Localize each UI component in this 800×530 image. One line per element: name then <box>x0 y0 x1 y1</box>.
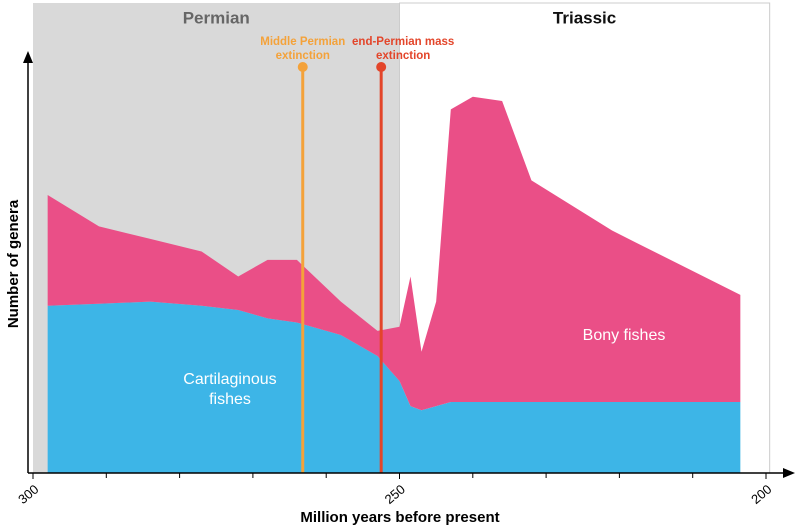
x-tick-label: 200 <box>748 481 774 506</box>
area <box>47 301 741 473</box>
x-tick-label: 300 <box>15 481 41 506</box>
event-label: Middle Permian extinction <box>260 36 346 62</box>
x-axis-arrow <box>783 468 795 478</box>
event-dot <box>376 62 387 72</box>
y-axis-label: Number of genera <box>5 199 22 328</box>
x-axis-label: Million years before present <box>300 509 499 526</box>
series-label: Bony fishes <box>582 327 666 344</box>
y-axis-arrow <box>23 51 33 63</box>
x-tick-label: 250 <box>382 481 408 506</box>
area <box>47 96 741 411</box>
period-label: Permian <box>183 8 250 27</box>
event-dot <box>297 62 308 72</box>
series-label: Cartilaginous fishes <box>183 371 277 408</box>
event-label: end-Permian mass extinction <box>352 36 455 62</box>
period-label: Triassic <box>553 8 616 27</box>
